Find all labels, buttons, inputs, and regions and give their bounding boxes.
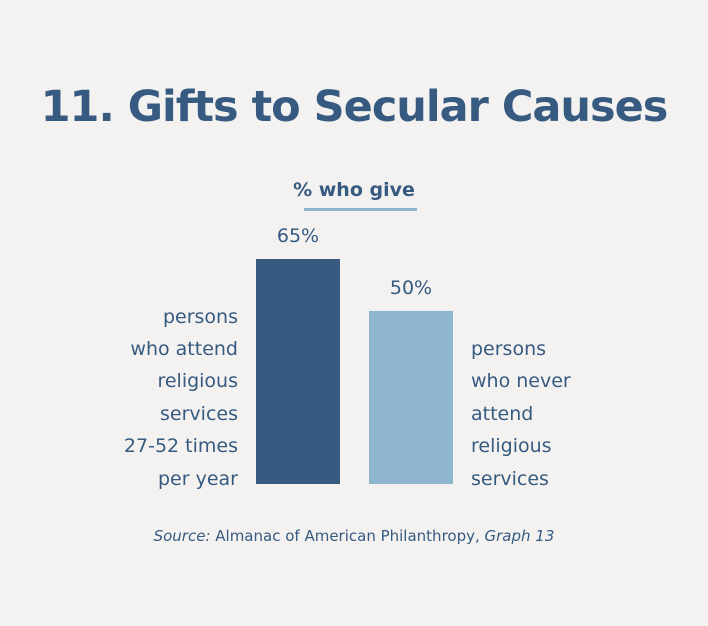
subtitle-underline bbox=[304, 208, 417, 211]
category-label-attend: persons who attend religious services 27… bbox=[123, 305, 238, 490]
source-note: Source: Almanac of American Philanthropy… bbox=[0, 527, 708, 545]
source-prefix: Source: bbox=[153, 527, 211, 545]
source-ref: Graph 13 bbox=[484, 527, 555, 545]
bar-0 bbox=[256, 259, 340, 484]
category-label-never-attend: persons who never attend religious servi… bbox=[471, 337, 571, 490]
chart-title: 11. Gifts to Secular Causes bbox=[40, 82, 669, 132]
bar-value-label-1: 50% bbox=[390, 277, 432, 299]
chart-subtitle: % who give bbox=[293, 179, 415, 201]
bar-value-label-0: 65% bbox=[277, 225, 319, 247]
bar-1 bbox=[369, 310, 453, 484]
source-text: Almanac of American Philanthropy, bbox=[210, 527, 485, 545]
